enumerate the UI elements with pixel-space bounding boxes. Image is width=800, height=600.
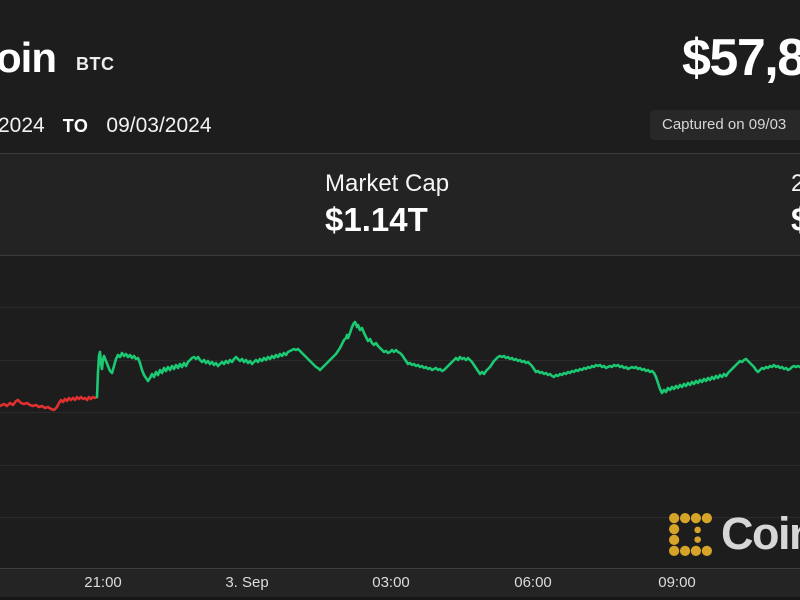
captured-on-badge: Captured on 09/03 [650,110,800,140]
date-from-field[interactable]: 2024 [0,114,45,137]
x-tick-0900: 09:00 [658,574,696,591]
x-tick-3sep: 3. Sep [225,574,269,591]
gridline [0,307,800,308]
current-price: $57,8 [682,29,800,87]
x-axis-bar: 21:00 3. Sep 03:00 06:00 09:00 [0,568,800,598]
market-cap-label: Market Cap [325,170,450,197]
gridline [0,412,800,413]
x-tick-2100: 21:00 [84,574,122,591]
coindesk-watermark: Coin [668,511,800,557]
bottom-edge-strip [0,597,800,600]
price-line-svg [0,320,800,412]
gridline [0,517,800,518]
x-tick-0600: 06:00 [514,574,552,591]
x-tick-0300: 03:00 [372,574,410,591]
coindesk-mark-icon [669,512,712,556]
date-range-picker[interactable]: 2024 TO 09/03/2024 [0,112,212,140]
gridline [0,465,800,466]
stats-band: Market Cap $1.14T 2 $ [0,153,800,256]
coindesk-watermark-text: Coin [721,508,800,559]
right-stat-value-fragment: $ [791,201,800,239]
market-cap-value: $1.14T [325,201,428,238]
bitcoin-logo-text: oin [0,34,57,81]
price-chart-plot-area[interactable] [0,255,800,568]
date-to-field[interactable]: 09/03/2024 [106,114,212,137]
gridline [0,360,800,361]
right-stat-label-fragment: 2 [791,170,800,197]
date-range-to-label: TO [62,115,89,136]
asset-symbol-label: BTC [76,54,115,74]
